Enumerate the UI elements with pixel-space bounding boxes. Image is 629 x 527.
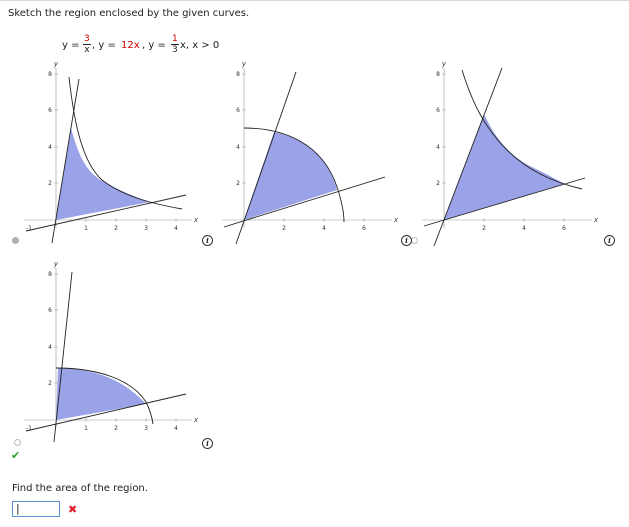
svg-text:6: 6 — [362, 225, 366, 232]
question-prompt: Sketch the region enclosed by the given … — [8, 8, 250, 19]
svg-text:4: 4 — [322, 225, 326, 232]
svg-text:8: 8 — [236, 71, 240, 78]
svg-text:6: 6 — [48, 107, 52, 114]
svg-text:2: 2 — [48, 380, 52, 387]
svg-text:2: 2 — [114, 225, 118, 232]
svg-text:4: 4 — [174, 425, 178, 432]
svg-text:8: 8 — [436, 71, 440, 78]
y-axis-label: y — [53, 60, 59, 68]
svg-text:8: 8 — [48, 271, 52, 278]
x-axis-label: x — [393, 216, 399, 224]
radio-graph-a[interactable] — [12, 237, 19, 244]
y-axis-label: y — [241, 60, 247, 68]
graph-c[interactable]: y x 2 4 6 2 4 6 8 — [422, 60, 602, 247]
svg-text:2: 2 — [482, 225, 486, 232]
info-icon[interactable]: i — [202, 235, 213, 246]
graph-b[interactable]: y x 2 4 6 2 4 6 8 — [222, 60, 400, 245]
find-area-prompt: Find the area of the region. — [12, 483, 148, 494]
svg-text:-1: -1 — [26, 425, 32, 432]
x-axis-label: x — [593, 216, 599, 224]
graph-d[interactable]: y x 1 2 3 4 -1 2 4 6 8 — [24, 260, 202, 443]
check-icon: ✔ — [11, 449, 21, 462]
equation: y = 3 x , y = 12x , y = 1 3 x, x > 0 — [62, 34, 262, 58]
eq-fraction-1: 3 x — [83, 34, 91, 55]
x-mark-icon: ✖ — [68, 503, 78, 516]
svg-text:4: 4 — [174, 225, 178, 232]
svg-text:6: 6 — [48, 307, 52, 314]
info-icon[interactable]: i — [604, 235, 615, 246]
svg-text:2: 2 — [114, 425, 118, 432]
eq-y-prefix: y = — [62, 40, 80, 51]
svg-text:1: 1 — [84, 425, 88, 432]
info-icon[interactable]: i — [202, 438, 213, 449]
x-axis-label: x — [193, 416, 199, 424]
eq-part-3: x, x > 0 — [180, 40, 220, 51]
svg-text:3: 3 — [144, 225, 148, 232]
svg-text:2: 2 — [436, 180, 440, 187]
radio-graph-d[interactable] — [14, 439, 21, 446]
answer-input[interactable]: | — [12, 501, 60, 517]
svg-text:8: 8 — [48, 71, 52, 78]
svg-text:-1: -1 — [26, 225, 32, 232]
graph-a[interactable]: y x 1 2 3 4 -1 2 4 6 8 — [24, 60, 202, 244]
top-divider — [0, 0, 629, 1]
svg-text:2: 2 — [282, 225, 286, 232]
radio-graph-b[interactable] — [411, 237, 418, 244]
eq-part-2a: , y = — [92, 40, 116, 51]
eq-part-2b: 12x — [121, 40, 140, 51]
y-axis-label: y — [441, 60, 447, 68]
svg-text:2: 2 — [236, 180, 240, 187]
eq-part-2c: , y = — [142, 40, 166, 51]
svg-text:4: 4 — [522, 225, 526, 232]
svg-text:3: 3 — [144, 425, 148, 432]
svg-text:1: 1 — [84, 225, 88, 232]
y-axis-label: y — [53, 260, 59, 268]
x-axis-label: x — [193, 216, 199, 224]
eq-fraction-2: 1 3 — [171, 34, 179, 55]
svg-text:4: 4 — [436, 144, 440, 151]
svg-text:6: 6 — [436, 107, 440, 114]
svg-text:6: 6 — [562, 225, 566, 232]
svg-text:4: 4 — [236, 144, 240, 151]
info-icon[interactable]: i — [401, 235, 412, 246]
svg-text:4: 4 — [48, 344, 52, 351]
svg-text:6: 6 — [236, 107, 240, 114]
svg-text:4: 4 — [48, 144, 52, 151]
svg-text:2: 2 — [48, 180, 52, 187]
